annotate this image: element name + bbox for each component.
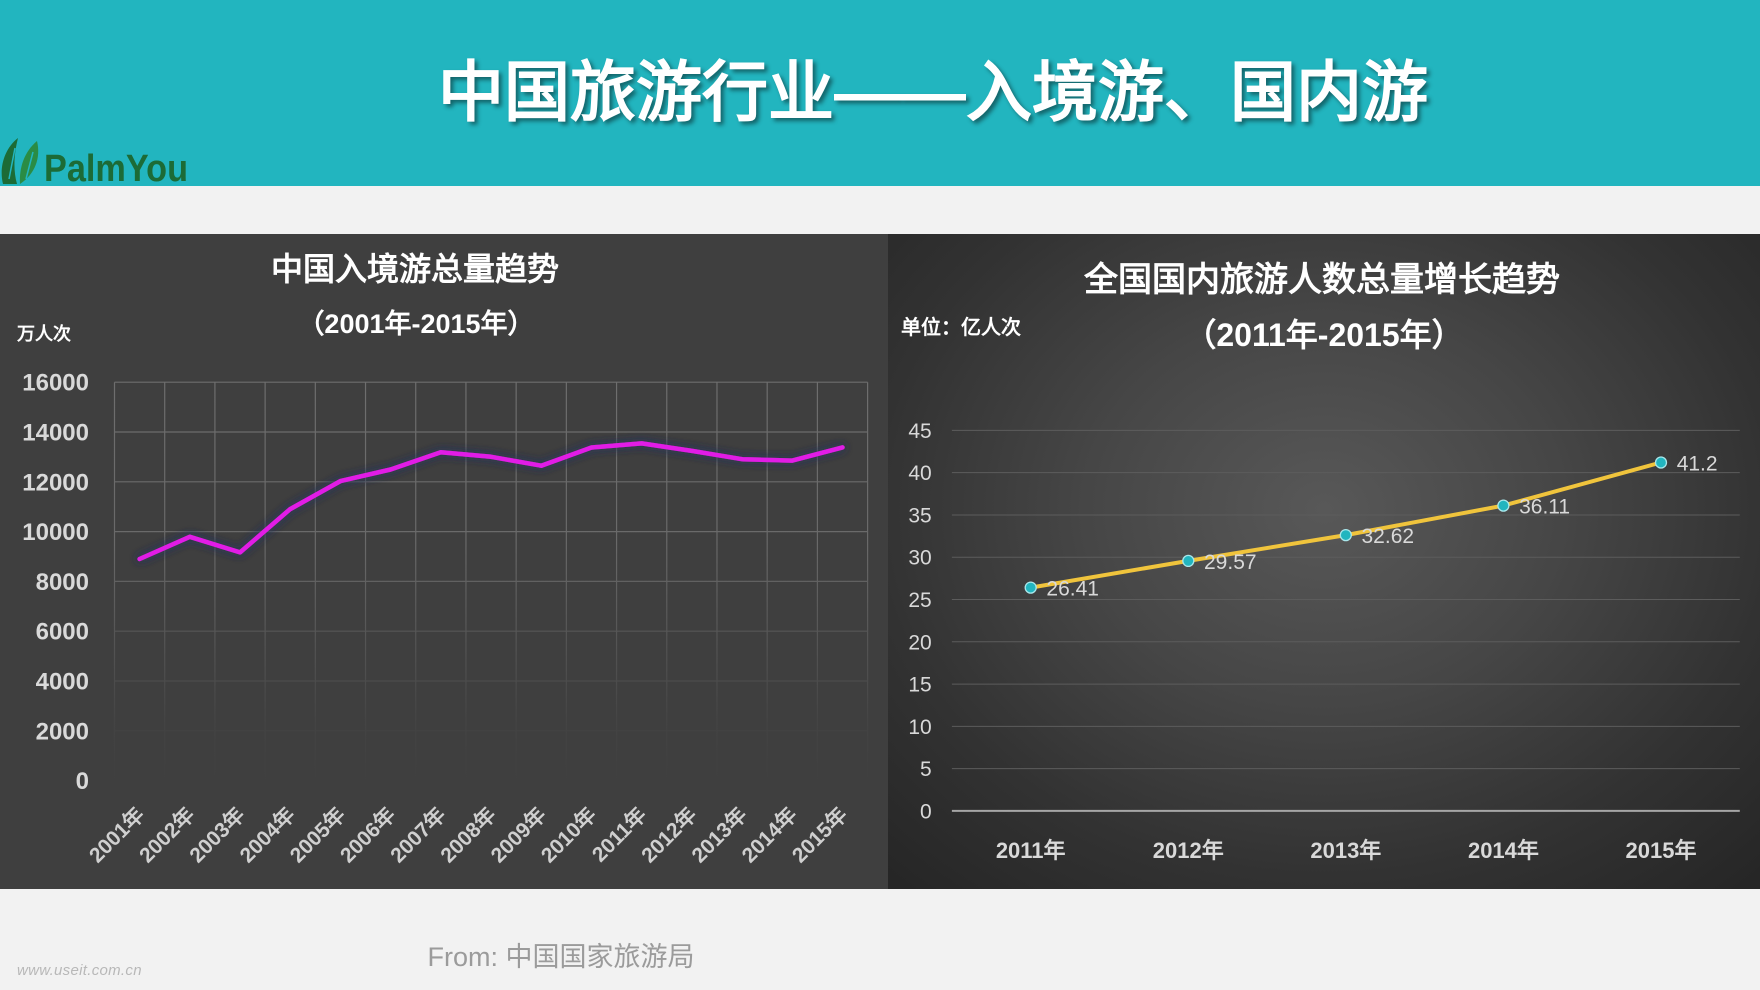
x-tick-label: 2003年 [185,803,250,868]
y-tick-label: 10 [908,716,931,739]
x-tick-label: 2002年 [134,803,199,868]
x-tick-label: 2009年 [486,803,551,868]
x-tick-label: 2006年 [335,803,400,868]
data-label: 41.2 [1677,453,1718,476]
data-point [137,557,142,561]
x-tick-label: 2005年 [285,803,350,868]
inbound-tourism-chart: 中国入境游总量趋势 （2001年-2015年） 万人次 0 2000 4000 600… [16,251,870,868]
x-tick-label: 2012年 [637,803,702,868]
data-point [740,457,745,462]
x-tick-label: 2013年 [1310,838,1381,863]
data-point-marker [1497,499,1510,512]
x-tick-label: 2010年 [536,803,601,868]
data-point [840,445,845,450]
y-tick-label: 35 [908,504,931,527]
y-tick-label: 25 [908,589,931,612]
data-point [438,450,443,455]
chart-title: 中国入境游总量趋势 [271,251,559,287]
data-point [539,463,544,468]
x-tick-label: 2014年 [1468,838,1539,863]
y-tick-label: 16000 [22,370,89,397]
y-tick-label: 15 [908,674,931,697]
data-point [187,534,192,539]
header-bar: 中国旅游行业——入境游、国内游 PalmYou [0,0,1760,186]
data-point-marker [1024,581,1037,594]
data-label: 26.41 [1046,578,1099,601]
y-tick-label: 10000 [22,519,89,546]
grid-fade-overlay [112,382,870,783]
data-point [639,441,644,446]
y-axis-unit-label: 单位：亿人次 [901,315,1021,339]
watermark: www.useit.com.cn [17,962,142,979]
data-label: 32.62 [1362,525,1415,548]
data-label: 29.57 [1204,551,1257,574]
series-line [1028,460,1663,590]
data-point [790,458,795,463]
data-point [589,445,594,450]
x-tick-label: 2015年 [1626,838,1697,863]
domestic-tourism-chart: 全国国内旅游人数总量增长趋势 （2011年-2015年） 单位：亿人次 0 5 10… [901,260,1740,863]
y-tick-label: 30 [908,547,931,570]
chart-title: 全国国内旅游人数总量增长趋势 [1083,260,1560,299]
inbound-tourism-panel: 中国入境游总量趋势 （2001年-2015年） 万人次 0 2000 4000 600… [0,234,888,889]
chart-subtitle: （2001年-2015年） [297,308,534,339]
x-tick-label: 2011年 [996,838,1066,863]
y-tick-label: 2000 [36,718,89,745]
y-tick-label: 0 [920,800,932,823]
data-point [238,550,242,555]
logo: PalmYou [1,138,188,186]
y-tick-label: 14000 [22,420,89,447]
data-point [388,467,393,472]
data-point-marker [1182,554,1195,568]
x-tick-label: 2013年 [687,803,752,868]
y-axis-unit-label: 万人次 [16,323,71,344]
x-tick-label: 2004年 [235,803,300,868]
y-tick-label: 4000 [36,669,89,696]
gridlines [951,429,1740,770]
x-tick-label: 2007年 [386,803,451,868]
y-tick-label: 40 [908,462,931,485]
plot-area: 0 2000 4000 6000 8000 10000 12000 14000 16000 200… [22,370,870,868]
data-point [338,479,343,484]
domestic-tourism-panel: 全国国内旅游人数总量增长趋势 （2011年-2015年） 单位：亿人次 0 5 10… [888,234,1760,889]
x-tick-label: 2014年 [737,803,802,868]
data-point-marker [1339,528,1352,542]
y-tick-label: 6000 [36,619,89,646]
y-tick-label: 20 [908,631,931,654]
palm-leaf-icon [1,138,39,184]
y-tick-label: 5 [920,758,932,781]
y-tick-label: 45 [908,420,931,443]
x-tick-label: 2008年 [436,803,501,868]
data-point [288,507,293,512]
x-tick-label: 2001年 [84,803,149,868]
y-tick-label: 0 [76,768,89,795]
data-point [689,448,694,453]
data-point-marker [1654,456,1668,469]
x-tick-label: 2012年 [1153,838,1224,863]
data-source-note: From: 中国国家旅游局 [427,942,695,972]
data-point [489,454,494,459]
x-tick-label: 2015年 [787,803,852,868]
data-label: 36.11 [1519,496,1570,519]
y-tick-label: 8000 [36,569,89,596]
page-title: 中国旅游行业——入境游、国内游 [438,55,1428,129]
x-tick-label: 2011年 [587,803,651,867]
chart-subtitle: （2011年-2015年） [1184,317,1463,353]
plot-area: 0 5 10 15 20 25 30 35 40 45 2011年 2012年 2013年 2014年 20… [908,420,1740,863]
y-tick-label: 12000 [22,469,89,496]
logo-text: PalmYou [44,148,188,186]
